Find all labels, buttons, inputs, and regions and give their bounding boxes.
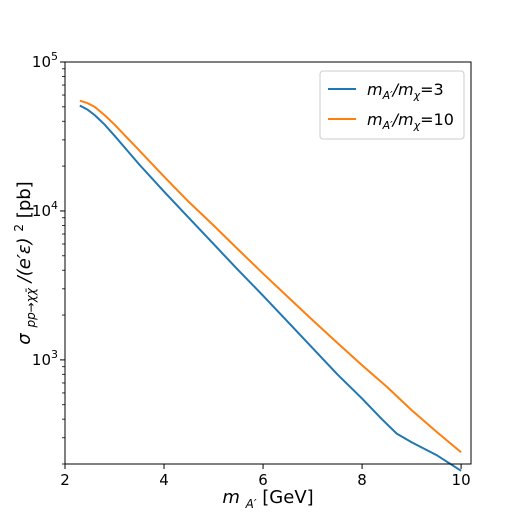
- y-tick-base: 10: [32, 53, 51, 71]
- y-tick-exponent: 5: [51, 50, 58, 63]
- legend-label-1: mA′/mχ=3: [367, 80, 444, 102]
- y-tick-label: 104: [32, 199, 58, 220]
- y-axis-label: σ pp→χχ̄ /(e′ε) 2 [pb]: [7, 181, 40, 344]
- y-tick-exponent: 3: [51, 348, 58, 361]
- legend-label-main: m: [367, 80, 383, 99]
- y-tick-label: 105: [32, 50, 58, 71]
- x-tick-label: 4: [159, 471, 169, 489]
- legend-label-subscript: χ: [413, 89, 421, 102]
- y-axis-label-unit: [pb]: [14, 181, 35, 218]
- plot-frame: [64, 61, 472, 465]
- y-tick-base: 10: [32, 202, 51, 220]
- x-axis-label: m A′ [GeV]: [222, 487, 313, 513]
- legend-label-ratio: =10: [420, 110, 454, 129]
- y-axis-label-main: σ: [14, 333, 35, 345]
- x-axis: 2 4 6 8 10: [60, 464, 471, 489]
- legend-label-main: m: [367, 110, 383, 129]
- y-axis-label-subscript: pp→χχ̄: [24, 287, 38, 328]
- y-axis-label-middle: /(e′ε): [14, 237, 35, 284]
- legend-label-subscript: χ: [413, 119, 421, 132]
- x-axis-label-unit: [GeV]: [262, 487, 313, 508]
- x-tick-label: 8: [357, 471, 367, 489]
- x-axis-label-subscript: A′: [245, 497, 257, 511]
- y-tick-label: 103: [32, 348, 58, 369]
- y-tick-base: 10: [32, 351, 51, 369]
- legend-label-ratio: =3: [420, 80, 444, 99]
- legend-label-2: mA′/mχ=10: [367, 110, 454, 132]
- legend-label-subscript: A′: [382, 119, 394, 132]
- x-tick-label: 10: [452, 471, 471, 489]
- y-axis-label-superscript: 2: [12, 224, 26, 232]
- series-layer: [79, 99, 462, 472]
- y-tick-exponent: 4: [51, 199, 58, 212]
- x-tick-label: 2: [60, 471, 70, 489]
- x-tick-label: 6: [258, 471, 268, 489]
- legend-label-subscript: A′: [382, 89, 394, 102]
- legend-label-middle: /m: [391, 80, 414, 99]
- legend-label-middle: /m: [391, 110, 414, 129]
- x-axis-label-main: m: [222, 487, 240, 508]
- legend: mA′/mχ=3mA′/mχ=10: [319, 70, 465, 140]
- series-line-1: [79, 104, 462, 472]
- series-line-2: [79, 99, 462, 453]
